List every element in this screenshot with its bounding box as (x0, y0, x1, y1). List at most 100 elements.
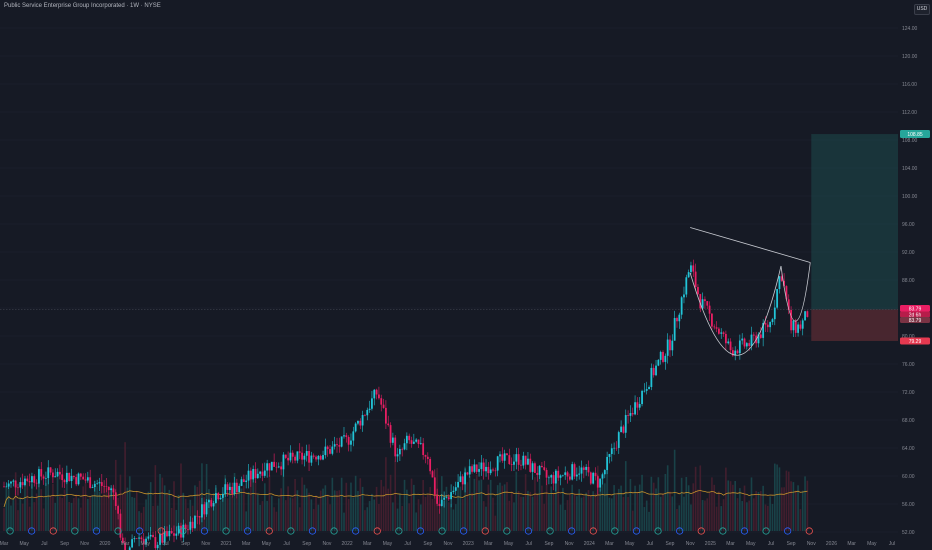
candle-body (771, 319, 774, 323)
volume-bar (718, 491, 720, 531)
candle-body (473, 464, 476, 472)
volume-bar (107, 492, 110, 531)
volume-bar (322, 488, 324, 531)
currency-button[interactable]: USD (914, 4, 930, 15)
x-tick-label: Nov (565, 541, 574, 547)
candle-body (173, 533, 175, 536)
candle-body (745, 343, 748, 347)
x-tick-label: Sep (423, 541, 432, 547)
volume-bar (201, 463, 203, 531)
candle-body (464, 472, 466, 485)
volume-bar (359, 478, 362, 531)
volume-bar (508, 500, 511, 531)
volume-bar (166, 494, 168, 531)
volume-bar (233, 472, 236, 531)
event-marker (762, 527, 770, 535)
volume-bar (236, 498, 238, 531)
volume-bar (706, 498, 709, 531)
volume-bar (531, 496, 534, 531)
candle-body (662, 351, 664, 362)
candle-body (198, 516, 201, 518)
candle-body (340, 436, 343, 447)
candle-body (58, 471, 61, 475)
volume-bar (587, 490, 590, 531)
candle-body (326, 446, 329, 450)
y-tick-label: 116.00 (902, 82, 917, 88)
candle-body (405, 435, 408, 444)
candle-body (655, 365, 657, 376)
volume-bar (694, 466, 697, 531)
candle-body (522, 455, 525, 466)
volume-bar (496, 485, 499, 531)
event-marker (71, 527, 79, 535)
candle-body (636, 402, 639, 408)
candle-body (187, 529, 189, 530)
volume-bar (305, 488, 308, 531)
volume-bar (133, 497, 136, 531)
candles (3, 259, 809, 550)
volume-bar (266, 500, 268, 531)
volume-bar (42, 508, 45, 531)
volume-bar (620, 485, 622, 531)
candle-body (666, 339, 669, 356)
candle-body (5, 486, 8, 488)
x-tick-label: Mar (363, 541, 372, 547)
candle-body (263, 470, 266, 476)
y-tick-label: 52.00 (902, 530, 915, 536)
candle-body (790, 310, 792, 331)
volume-bar (352, 497, 355, 531)
volume-bar (291, 498, 294, 531)
candle-body (596, 476, 599, 488)
volume-bar (578, 489, 580, 531)
volume-bar (447, 502, 450, 531)
volume-bar (529, 491, 532, 531)
x-tick-label: May (141, 541, 151, 547)
volume-bar (154, 465, 157, 531)
candle-body (49, 467, 52, 473)
volume-bar (592, 491, 594, 531)
candle-body (499, 454, 501, 457)
volume-bar (780, 487, 783, 531)
event-marker (460, 527, 468, 535)
volume-bar (445, 486, 448, 531)
event-marker (740, 527, 749, 535)
candle-body (557, 470, 560, 478)
volume-bar (103, 485, 105, 531)
volume-bar (429, 487, 431, 531)
candle-body (759, 334, 762, 338)
volume-bar (210, 494, 213, 531)
volume-bar (792, 482, 795, 531)
y-tick-label: 88.00 (902, 278, 915, 284)
volume-bar (489, 479, 492, 531)
stop-top-label-bg (900, 316, 930, 323)
volume-bar (692, 483, 695, 531)
candle-body (219, 497, 222, 500)
candle-body (585, 466, 588, 470)
candle-body (787, 299, 790, 311)
candle-body (82, 476, 85, 480)
volume-bar (326, 494, 329, 531)
volume-bar (527, 490, 529, 531)
candle-body (671, 340, 674, 351)
candle-body (792, 320, 795, 331)
grid (0, 27, 898, 533)
volume-bar (270, 495, 273, 531)
candle-body (305, 451, 308, 456)
candle-body (443, 497, 446, 500)
candle-body (561, 474, 564, 476)
event-marker (157, 527, 165, 535)
candle-body (680, 297, 683, 315)
candle-body (748, 343, 751, 346)
candle-body (138, 537, 140, 539)
candle-body (433, 477, 436, 495)
event-marker (222, 527, 230, 535)
x-tick-label: Mar (726, 541, 735, 547)
candle-body (398, 448, 401, 455)
volume-bar (422, 480, 424, 531)
candle-body (741, 338, 744, 341)
candle-body (426, 456, 429, 459)
candle-body (364, 415, 366, 416)
candle-body (212, 503, 215, 507)
